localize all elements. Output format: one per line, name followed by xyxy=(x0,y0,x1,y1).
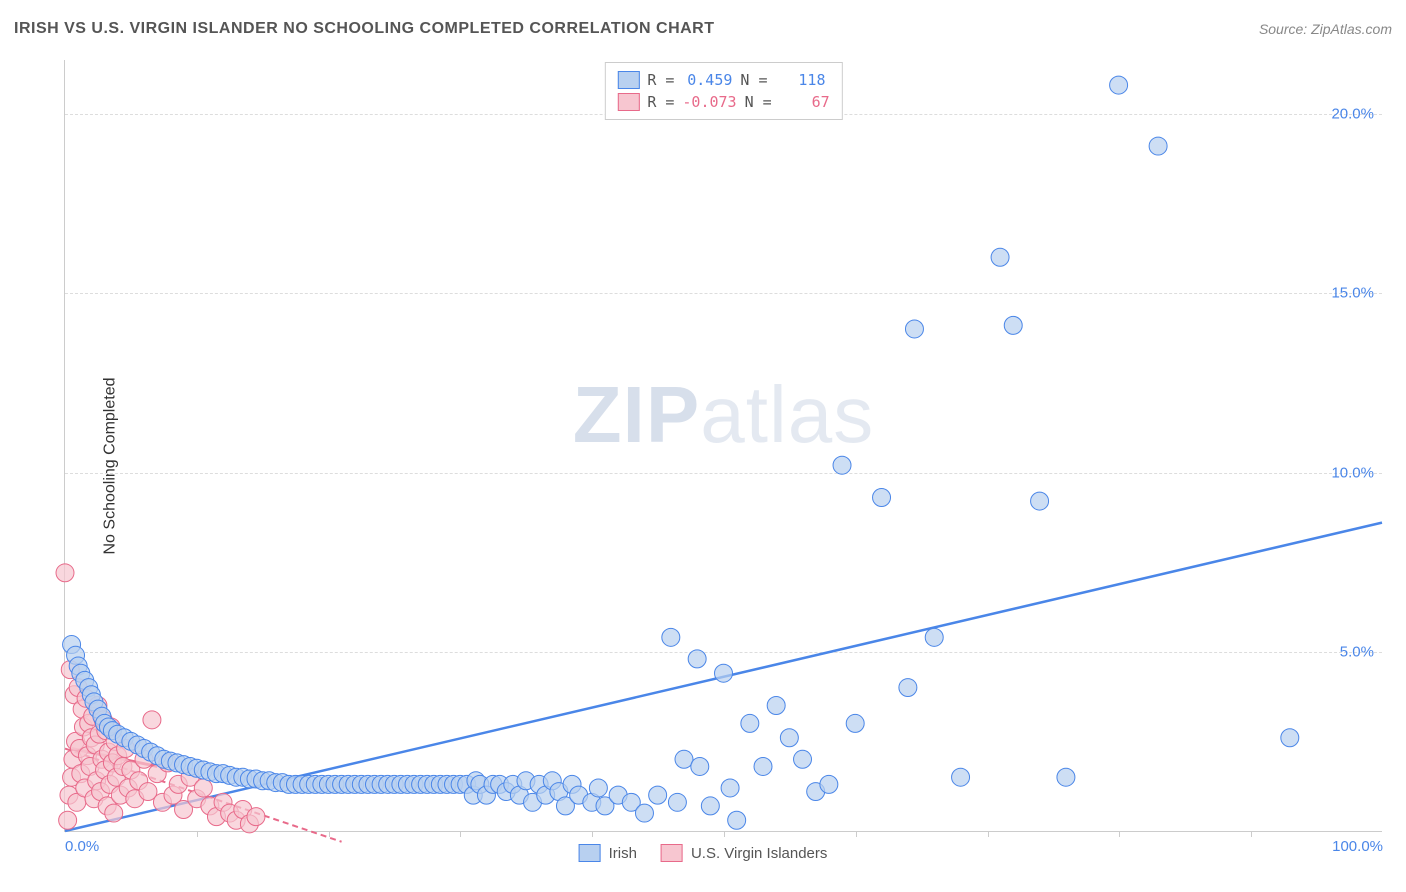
x-tick xyxy=(1251,831,1252,837)
point-irish xyxy=(1110,76,1128,94)
chart-title: IRISH VS U.S. VIRGIN ISLANDER NO SCHOOLI… xyxy=(14,20,715,38)
point-usvi xyxy=(247,808,265,826)
point-irish xyxy=(721,779,739,797)
point-irish xyxy=(1057,768,1075,786)
point-irish xyxy=(688,650,706,668)
n-value-irish: 118 xyxy=(776,71,826,89)
point-irish xyxy=(1281,729,1299,747)
source-value: ZipAtlas.com xyxy=(1311,21,1392,37)
x-tick-label-right: 100.0% xyxy=(1332,838,1383,855)
point-irish xyxy=(589,779,607,797)
x-tick-label-left: 0.0% xyxy=(65,838,99,855)
point-irish xyxy=(925,628,943,646)
r-value-usvi: -0.073 xyxy=(682,93,736,111)
legend-item-irish: Irish xyxy=(579,844,637,862)
point-irish xyxy=(873,489,891,507)
y-tick-label: 5.0% xyxy=(1340,644,1374,661)
source-attribution: Source: ZipAtlas.com xyxy=(1259,21,1392,37)
x-tick xyxy=(329,831,330,837)
point-irish xyxy=(1149,137,1167,155)
point-irish xyxy=(952,768,970,786)
point-usvi xyxy=(56,564,74,582)
x-tick xyxy=(460,831,461,837)
point-irish xyxy=(701,797,719,815)
x-tick xyxy=(724,831,725,837)
chart-container: No Schooling Completed ZIPatlas R = 0.45… xyxy=(14,60,1392,872)
point-irish xyxy=(780,729,798,747)
point-irish xyxy=(905,320,923,338)
point-irish xyxy=(899,679,917,697)
y-tick-label: 10.0% xyxy=(1331,464,1374,481)
point-irish xyxy=(635,804,653,822)
scatter-svg xyxy=(65,60,1382,831)
swatch-usvi xyxy=(617,93,639,111)
point-irish xyxy=(991,248,1009,266)
point-irish xyxy=(668,793,686,811)
point-irish xyxy=(846,714,864,732)
point-irish xyxy=(662,628,680,646)
chart-header: IRISH VS U.S. VIRGIN ISLANDER NO SCHOOLI… xyxy=(14,20,1392,38)
point-irish xyxy=(675,750,693,768)
n-value-usvi: 67 xyxy=(780,93,830,111)
y-tick-label: 20.0% xyxy=(1331,105,1374,122)
y-tick-label: 15.0% xyxy=(1331,285,1374,302)
category-legend: Irish U.S. Virgin Islanders xyxy=(579,844,828,862)
r-value-irish: 0.459 xyxy=(682,71,732,89)
point-irish xyxy=(649,786,667,804)
point-usvi xyxy=(59,811,77,829)
swatch-irish xyxy=(617,71,639,89)
stats-row-usvi: R = -0.073 N = 67 xyxy=(617,91,829,113)
stats-legend: R = 0.459 N = 118 R = -0.073 N = 67 xyxy=(604,62,842,120)
x-tick xyxy=(856,831,857,837)
legend-label-irish: Irish xyxy=(609,845,637,862)
point-irish xyxy=(767,697,785,715)
n-label: N = xyxy=(740,71,767,89)
point-usvi xyxy=(194,779,212,797)
x-tick xyxy=(197,831,198,837)
point-irish xyxy=(794,750,812,768)
point-irish xyxy=(1004,316,1022,334)
legend-label-usvi: U.S. Virgin Islanders xyxy=(691,845,827,862)
point-usvi xyxy=(105,804,123,822)
point-irish xyxy=(728,811,746,829)
x-tick xyxy=(1119,831,1120,837)
n-label: N = xyxy=(745,93,772,111)
x-tick xyxy=(988,831,989,837)
point-usvi xyxy=(143,711,161,729)
point-irish xyxy=(833,456,851,474)
x-tick xyxy=(592,831,593,837)
legend-item-usvi: U.S. Virgin Islanders xyxy=(661,844,827,862)
r-label: R = xyxy=(647,71,674,89)
point-irish xyxy=(691,757,709,775)
source-label: Source: xyxy=(1259,21,1307,37)
plot-area: ZIPatlas R = 0.459 N = 118 R = -0.073 N … xyxy=(64,60,1382,832)
point-irish xyxy=(715,664,733,682)
point-irish xyxy=(1031,492,1049,510)
point-irish xyxy=(754,757,772,775)
r-label: R = xyxy=(647,93,674,111)
swatch-usvi xyxy=(661,844,683,862)
stats-row-irish: R = 0.459 N = 118 xyxy=(617,69,829,91)
point-irish xyxy=(741,714,759,732)
point-irish xyxy=(820,775,838,793)
swatch-irish xyxy=(579,844,601,862)
